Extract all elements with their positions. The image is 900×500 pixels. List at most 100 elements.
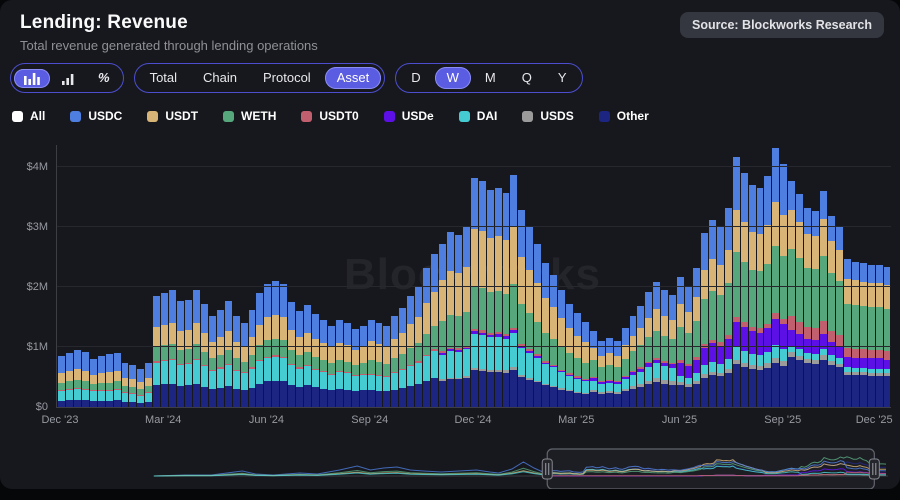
bar-week-3[interactable]	[81, 352, 89, 407]
bar-week-9[interactable]	[129, 365, 137, 407]
bar-week-95[interactable]	[812, 210, 819, 407]
bar-week-45[interactable]	[415, 287, 423, 407]
bar-week-24[interactable]	[248, 310, 256, 407]
bar-week-56[interactable]	[502, 193, 510, 407]
legend-item-usdc[interactable]: USDC	[70, 109, 122, 123]
bar-week-62[interactable]	[550, 275, 558, 407]
bar-week-15[interactable]	[177, 301, 184, 407]
bar-week-20[interactable]	[216, 310, 224, 407]
bar-week-88[interactable]	[756, 188, 764, 407]
bar-week-85[interactable]	[732, 157, 740, 407]
bar-week-41[interactable]	[383, 325, 391, 407]
bar-week-102[interactable]	[867, 264, 875, 407]
bar-week-46[interactable]	[423, 268, 431, 407]
brush-handle-right[interactable]	[868, 458, 880, 480]
bar-week-54[interactable]	[486, 190, 494, 407]
legend-item-all[interactable]: All	[12, 109, 45, 123]
timeframe-option-y[interactable]: Y	[557, 70, 567, 85]
bar-week-72[interactable]	[629, 315, 637, 407]
bar-week-32[interactable]	[312, 314, 319, 407]
brush-window[interactable]	[546, 448, 875, 489]
bar-week-63[interactable]	[558, 290, 565, 407]
bar-week-51[interactable]	[462, 227, 470, 407]
bar-week-27[interactable]	[272, 281, 280, 407]
bar-week-68[interactable]	[597, 341, 605, 407]
bar-week-69[interactable]	[605, 338, 613, 407]
bar-week-96[interactable]	[820, 191, 827, 407]
bar-week-10[interactable]	[137, 369, 145, 407]
bar-week-17[interactable]	[192, 290, 200, 407]
bar-week-86[interactable]	[740, 173, 748, 407]
bar-week-40[interactable]	[375, 322, 383, 407]
bar-week-71[interactable]	[621, 328, 629, 407]
breakdown-option-asset[interactable]: Asset	[324, 67, 382, 89]
bar-week-31[interactable]	[304, 305, 311, 407]
bar-week-75[interactable]	[653, 281, 661, 407]
legend-item-dai[interactable]: DAI	[458, 109, 497, 123]
bar-week-103[interactable]	[875, 264, 883, 407]
bar-week-12[interactable]	[153, 296, 161, 407]
legend-item-usds[interactable]: USDS	[522, 109, 574, 123]
brush-handle-left[interactable]	[541, 458, 553, 480]
bar-week-4[interactable]	[89, 358, 97, 407]
timeframe-option-q[interactable]: Q	[521, 70, 532, 85]
legend-item-weth[interactable]: WETH	[223, 109, 276, 123]
breakdown-option-chain[interactable]: Chain	[203, 70, 237, 85]
bar-week-36[interactable]	[343, 322, 351, 407]
bar-week-76[interactable]	[661, 290, 669, 407]
bar-week-47[interactable]	[431, 254, 438, 407]
bar-week-25[interactable]	[256, 293, 264, 407]
bar-week-33[interactable]	[319, 319, 327, 407]
bar-week-90[interactable]	[772, 148, 780, 407]
bar-week-61[interactable]	[542, 263, 550, 407]
bar-week-28[interactable]	[280, 284, 288, 407]
legend-item-usdt0[interactable]: USDT0	[301, 109, 359, 123]
bar-week-99[interactable]	[843, 259, 851, 407]
percent-icon-button[interactable]: %	[88, 67, 120, 89]
bar-week-22[interactable]	[232, 316, 240, 407]
bar-week-2[interactable]	[73, 350, 81, 407]
bar-week-65[interactable]	[573, 313, 581, 407]
bar-week-92[interactable]	[788, 180, 796, 407]
bar-week-6[interactable]	[105, 354, 113, 407]
breakdown-option-total[interactable]: Total	[149, 70, 178, 85]
bar-week-67[interactable]	[589, 331, 597, 407]
bar-week-39[interactable]	[367, 319, 375, 407]
breakdown-option-protocol[interactable]: Protocol	[263, 70, 311, 85]
bar-week-74[interactable]	[645, 292, 653, 407]
bar-week-5[interactable]	[97, 355, 105, 407]
bar-week-83[interactable]	[716, 227, 724, 407]
bar-week-29[interactable]	[288, 302, 296, 407]
bar-week-16[interactable]	[185, 299, 192, 407]
bar-week-44[interactable]	[407, 296, 415, 407]
bar-week-78[interactable]	[677, 277, 685, 407]
bar-week-104[interactable]	[883, 267, 891, 407]
minimap-brush[interactable]	[8, 446, 892, 489]
bar-week-14[interactable]	[169, 290, 177, 407]
bar-week-57[interactable]	[510, 175, 518, 407]
bar-week-18[interactable]	[200, 304, 208, 407]
legend-item-usdt[interactable]: USDT	[147, 109, 198, 123]
bar-week-59[interactable]	[526, 227, 534, 407]
legend-item-usde[interactable]: USDe	[383, 109, 434, 123]
bar-week-87[interactable]	[748, 185, 756, 407]
bar-week-38[interactable]	[359, 325, 367, 407]
bar-week-8[interactable]	[121, 363, 129, 407]
timeframe-option-w[interactable]: W	[434, 67, 471, 89]
grouped-bars-icon-button[interactable]	[52, 69, 86, 88]
bar-week-97[interactable]	[827, 215, 835, 407]
bar-week-0[interactable]	[58, 355, 65, 407]
bar-week-77[interactable]	[669, 295, 677, 407]
bar-week-50[interactable]	[454, 235, 462, 407]
bar-week-52[interactable]	[470, 178, 478, 407]
bar-week-89[interactable]	[764, 176, 772, 407]
timeframe-option-d[interactable]: D	[411, 70, 421, 85]
bar-week-60[interactable]	[534, 243, 542, 407]
bar-week-49[interactable]	[446, 232, 454, 407]
bar-week-43[interactable]	[399, 308, 407, 407]
bar-week-11[interactable]	[145, 363, 153, 407]
bar-week-30[interactable]	[296, 311, 304, 407]
bar-week-80[interactable]	[693, 268, 700, 407]
stacked-bars-icon-button[interactable]	[14, 68, 50, 88]
bar-week-101[interactable]	[859, 263, 867, 407]
